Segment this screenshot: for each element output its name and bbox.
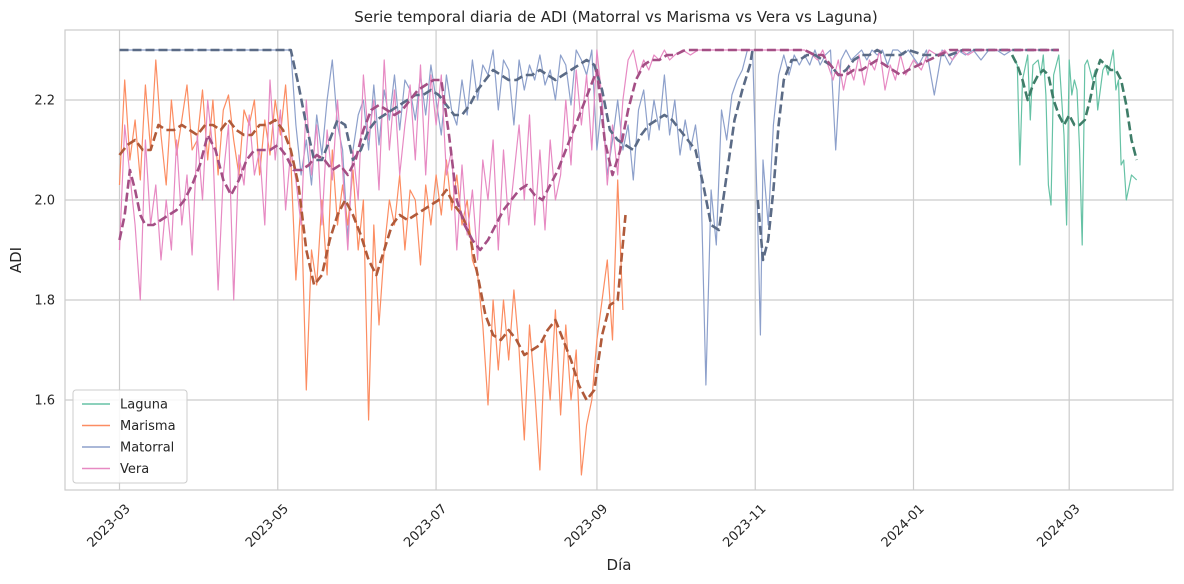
smoothed-line-matorral bbox=[756, 48, 1059, 262]
legend-label-vera: Vera bbox=[120, 462, 149, 477]
legend: Laguna Marisma Matorral Vera bbox=[72, 389, 188, 484]
smoothed-line-laguna bbox=[1010, 54, 1138, 161]
legend-label-laguna: Laguna bbox=[120, 398, 168, 413]
grid-lines bbox=[65, 30, 1173, 490]
x-tick-label: 2023-05 bbox=[243, 502, 292, 551]
x-axis-ticks: 2023-03 2023-05 2023-07 2023-09 2023-11 2024-… bbox=[85, 502, 1084, 551]
smoothed-line-marisma bbox=[118, 118, 627, 402]
series-line-vera bbox=[118, 49, 1059, 301]
y-tick-label: 2.2 bbox=[34, 94, 55, 109]
x-axis-title: Día bbox=[607, 556, 632, 574]
x-tick-label: 2024-03 bbox=[1034, 502, 1083, 551]
chart-title: Serie temporal diaria de ADI (Matorral v… bbox=[354, 8, 878, 26]
y-axis-title: ADI bbox=[7, 247, 25, 273]
y-tick-label: 1.6 bbox=[34, 394, 55, 409]
y-tick-label: 1.8 bbox=[34, 294, 55, 309]
series-line-matorral bbox=[119, 49, 1013, 386]
x-tick-label: 2024-01 bbox=[879, 502, 928, 551]
series-line-laguna bbox=[1011, 49, 1138, 246]
smoothed-line-vera bbox=[118, 48, 1059, 252]
x-tick-label: 2023-03 bbox=[85, 502, 134, 551]
series-layer bbox=[118, 48, 1138, 476]
series-line-marisma bbox=[118, 59, 624, 476]
legend-label-marisma: Marisma bbox=[120, 419, 176, 434]
legend-box bbox=[72, 389, 188, 484]
plot-area-frame bbox=[64, 29, 1174, 491]
y-axis-ticks: 1.6 1.8 2.0 2.2 bbox=[34, 94, 55, 409]
x-tick-label: 2023-09 bbox=[562, 502, 611, 551]
smoothed-line-matorral bbox=[119, 48, 754, 232]
x-tick-label: 2023-07 bbox=[401, 502, 450, 551]
legend-label-matorral: Matorral bbox=[120, 441, 174, 456]
y-tick-label: 2.0 bbox=[34, 194, 55, 209]
x-tick-label: 2023-11 bbox=[720, 502, 769, 551]
